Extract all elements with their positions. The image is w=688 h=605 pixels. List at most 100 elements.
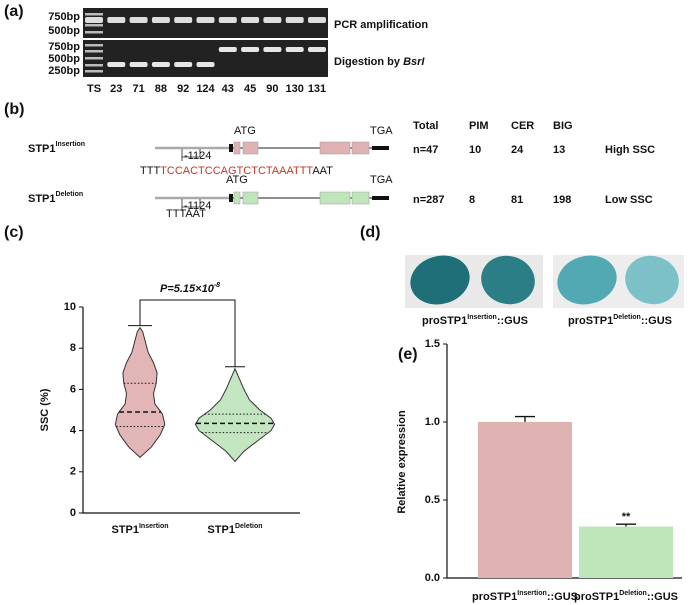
- lane-label: 90: [266, 83, 278, 95]
- lane-label: 88: [155, 83, 167, 95]
- utr: [229, 144, 233, 152]
- category-sup: Deletion: [619, 590, 647, 597]
- size-marker: 500bp: [48, 53, 80, 65]
- category-suffix: ::GUS: [547, 591, 578, 603]
- y-tick-label: 2: [70, 466, 76, 478]
- gene-name-text: STP1: [28, 193, 56, 205]
- band: [85, 64, 103, 67]
- leaf: [557, 255, 617, 305]
- p-value: P=5.15×10-8: [160, 282, 220, 295]
- table-cell: 10: [469, 144, 481, 156]
- table-header: BIG: [553, 120, 573, 132]
- size-marker: 250bp: [48, 65, 80, 77]
- lane-label: 130: [286, 83, 304, 95]
- gene-insertion: STP1Insertion ATG TGA -1124 TTTTCCACTCCA…: [28, 125, 393, 177]
- y-axis-label: Relative expression: [396, 410, 408, 514]
- sequence: TTTTCCACTCCAGTCTCTAAATTTAAT: [140, 165, 333, 177]
- band: [85, 44, 103, 47]
- band: [151, 17, 170, 23]
- error-bar: [515, 415, 535, 422]
- sequence: TTTAAT: [166, 208, 206, 220]
- bar: [579, 526, 673, 578]
- y-tick-label: 0: [70, 507, 76, 519]
- panel-label: (d): [360, 224, 380, 241]
- x-tick-label: STP1Insertion: [111, 523, 168, 536]
- gus-prefix: proSTP1: [568, 315, 613, 327]
- band: [263, 17, 282, 23]
- site-position: -1124: [184, 150, 211, 162]
- band: [85, 24, 103, 27]
- table-header: Total: [413, 120, 438, 132]
- gus-label: proSTP1Deletion::GUS: [568, 314, 672, 327]
- p-value-sup: -8: [214, 282, 220, 289]
- gel-label: PCR amplification: [334, 19, 428, 31]
- table-cell: 8: [469, 194, 475, 206]
- significance: **: [622, 511, 631, 523]
- category: STP1: [207, 524, 235, 536]
- band: [85, 17, 103, 23]
- gel-label-text: Digestion by: [334, 56, 403, 68]
- y-tick-label: 1.0: [425, 416, 440, 428]
- band: [107, 17, 126, 23]
- exon: [351, 141, 370, 155]
- band: [129, 62, 148, 67]
- gus-suffix: ::GUS: [641, 315, 672, 327]
- band: [285, 17, 304, 23]
- category: proSTP1: [472, 591, 517, 603]
- lane-label: 71: [132, 83, 144, 95]
- stop-codon: TGA: [370, 174, 393, 186]
- gus-sup: Deletion: [613, 314, 641, 321]
- table-cell: n=287: [413, 194, 445, 206]
- y-tick-label: 0.5: [425, 494, 440, 506]
- table-cell: 81: [511, 194, 523, 206]
- size-marker: 750bp: [48, 11, 80, 23]
- band: [85, 50, 103, 53]
- table: Total PIM CER BIG n=47 10 24 13 High SSC n=287 8 81…: [413, 120, 655, 206]
- p-value-text: P=5.15×10: [160, 283, 215, 295]
- error-bar: [616, 523, 636, 527]
- band: [218, 47, 237, 52]
- band: [107, 62, 126, 67]
- exon: [351, 191, 370, 205]
- y-tick-label: 0.0: [425, 572, 440, 584]
- exon: [242, 191, 259, 205]
- band: [174, 17, 193, 23]
- exon: [319, 191, 351, 205]
- y-axis-label: SSC (%): [39, 388, 51, 431]
- band: [85, 13, 103, 16]
- category-sup: Insertion: [139, 523, 169, 530]
- gene-name: STP1Insertion: [28, 141, 85, 155]
- bar: [478, 422, 572, 578]
- lane-label: 92: [177, 83, 189, 95]
- gel-image: [83, 40, 328, 77]
- band: [85, 57, 103, 60]
- site-marker: [181, 149, 201, 161]
- size-marker: 750bp: [48, 41, 80, 53]
- y-tick-label: 8: [70, 342, 76, 354]
- seq-insert: TCCACTCCAGTCTCTAAATTT: [160, 165, 313, 177]
- site-marker: [181, 199, 201, 211]
- band: [151, 62, 170, 67]
- table-cell: Low SSC: [605, 194, 653, 206]
- stop-codon: TGA: [370, 125, 393, 137]
- lane-label: 43: [222, 83, 234, 95]
- band: [308, 17, 326, 23]
- size-marker: 500bp: [48, 25, 80, 37]
- site-position: -1124: [184, 200, 211, 212]
- gus-sup: Insertion: [467, 314, 497, 321]
- table-header: PIM: [469, 120, 489, 132]
- significance-bracket: [128, 299, 245, 368]
- x-tick-label: proSTP1Deletion::GUS: [574, 590, 678, 603]
- table-cell: n=47: [413, 144, 438, 156]
- y-tick-label: 1.5: [425, 338, 440, 350]
- category-sup: Insertion: [517, 590, 547, 597]
- exon: [233, 191, 241, 205]
- y-tick-label: 4: [70, 425, 77, 437]
- gene-deletion: STP1Deletion ATG TGA -1124 TTTAAT: [28, 174, 393, 220]
- band: [241, 17, 260, 23]
- axis: [82, 307, 300, 514]
- table-cell: 198: [553, 194, 571, 206]
- gene-name: STP1Deletion: [28, 191, 83, 205]
- band: [285, 47, 304, 52]
